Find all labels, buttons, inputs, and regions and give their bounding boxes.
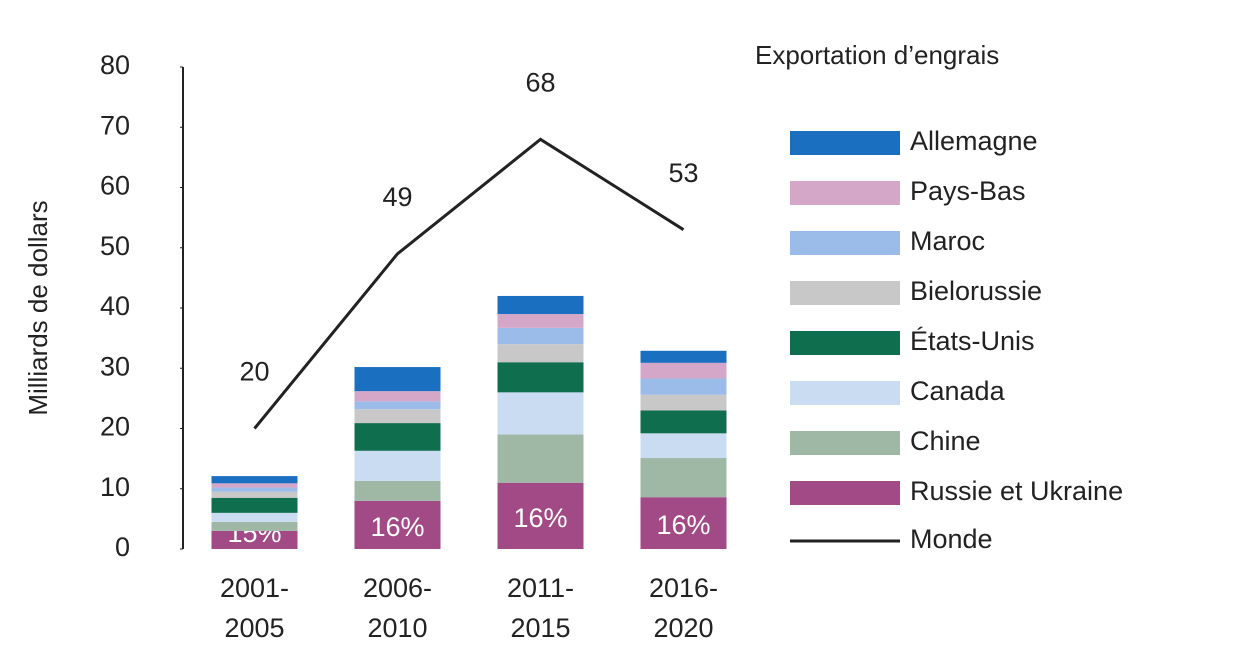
x-tick-label: 2001- 2005 [220,573,289,643]
line-value-label: 20 [239,357,269,387]
x-tick-label: 2006- 2010 [363,573,432,643]
bar-segment [354,423,441,451]
x-tick-label-line: 2005 [224,613,284,643]
legend-label: Russie et Ukraine [910,476,1123,506]
legend-label: Chine [910,426,981,456]
x-tick-label: 2011- 2015 [507,573,574,643]
share-label: 16% [656,510,710,540]
legend-label: Allemagne [910,126,1038,156]
line-value-label: 53 [668,158,698,188]
bar-segment [640,394,727,411]
y-tick-label: 60 [100,171,130,201]
bar-segment [354,391,441,402]
bar-segment [640,497,727,549]
y-tick-label: 0 [115,532,130,562]
line-value-label: 49 [382,182,412,212]
bar-segment [354,367,441,392]
legend-label: États-Unis [910,326,1035,356]
x-tick-label-line: 2010 [367,613,427,643]
x-tick-label-line: 2006- [363,573,432,603]
y-tick-label: 40 [100,291,130,321]
legend-swatch [790,231,900,255]
bar-segment [354,409,441,424]
bar-segment [497,482,584,549]
legend-swatch [790,281,900,305]
y-tick-label: 30 [100,351,130,381]
bar-segment [211,530,298,549]
y-tick-label: 80 [100,50,130,80]
legend-swatch [790,381,900,405]
bar-segment [211,491,298,498]
y-tick-label: 70 [100,110,130,140]
bar-segment [497,327,584,345]
line-value-label: 68 [525,67,555,97]
bar-segment [497,434,584,483]
x-tick-label: 2016- 2020 [649,573,718,643]
legend-swatch [790,481,900,505]
line-series [253,137,685,430]
bar-segment [640,378,727,395]
y-tick-label: 20 [100,412,130,442]
bar-segment [640,410,727,434]
bar-segment [497,314,584,328]
x-tick-label-line: 2016- [649,573,718,603]
legend-label: Pays-Bas [910,176,1026,206]
bar-segment [640,350,727,363]
legend-label: Maroc [910,226,985,256]
bar-segment [497,362,584,393]
legend-label: Bielorussie [910,276,1042,306]
bar-segment [640,433,727,459]
legend-label: Monde [910,524,993,554]
y-tick-label: 10 [100,472,130,502]
legend-swatch [790,181,900,205]
bar-segment [211,521,298,531]
legend-swatch [790,131,900,155]
y-axis-label: Milliards de dollars [23,200,53,415]
x-tick-label-line: 2011- [507,573,574,603]
bar-segment [354,500,441,549]
bar-segment [497,295,584,315]
legend-swatch [790,431,900,455]
y-tick-label: 50 [100,231,130,261]
bar-segment [211,497,298,513]
legend-label: Canada [910,376,1006,406]
share-label: 16% [513,503,567,533]
bar-segment [640,458,727,498]
legend-swatch [790,331,900,355]
bar-segment [211,487,298,492]
x-tick-label-line: 2001- [220,573,289,603]
bar-segment [497,392,584,435]
bar-segment [640,362,727,379]
bar-segment [354,401,441,410]
bar-segment [497,344,584,363]
share-label: 16% [370,512,424,542]
bar-segment [354,450,441,481]
bar-segment [354,480,441,501]
legend-title: Exportation d’engrais [755,40,999,70]
x-tick-label-line: 2015 [510,613,570,643]
bar-segment [211,476,298,484]
x-tick-label-line: 2020 [653,613,713,643]
bar-segment [211,512,298,522]
bar-segment [211,483,298,488]
